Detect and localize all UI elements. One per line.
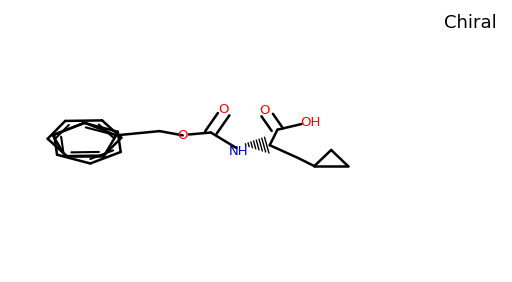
Text: O: O bbox=[260, 104, 270, 117]
Text: OH: OH bbox=[301, 116, 321, 129]
Text: O: O bbox=[178, 129, 188, 142]
Text: Chiral: Chiral bbox=[444, 14, 497, 32]
Text: O: O bbox=[219, 103, 229, 116]
Text: NH: NH bbox=[229, 145, 249, 158]
